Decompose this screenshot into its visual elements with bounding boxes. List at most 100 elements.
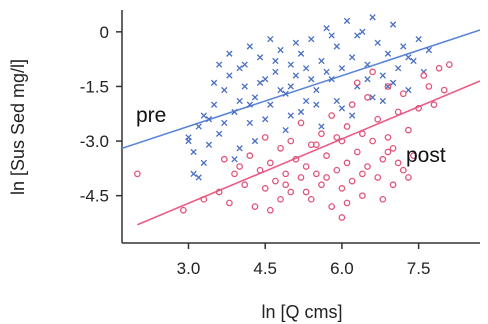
fit-line-post <box>137 80 481 226</box>
data-point-post <box>226 199 233 207</box>
data-point-post <box>297 174 305 181</box>
data-point-post <box>220 155 228 163</box>
data-point-post <box>359 170 366 178</box>
data-point-post <box>410 152 417 159</box>
data-point-post <box>369 137 376 145</box>
data-point-post <box>374 174 382 181</box>
data-point-pre <box>185 137 192 145</box>
data-point-pre <box>415 35 422 43</box>
data-point-post <box>328 203 336 210</box>
data-point-pre <box>205 116 213 123</box>
data-point-pre <box>328 76 335 83</box>
data-point-pre <box>313 86 320 94</box>
data-point-pre <box>246 119 254 127</box>
data-point-pre <box>221 86 228 94</box>
data-point-pre <box>292 39 300 46</box>
data-point-pre <box>256 79 264 86</box>
data-point-post <box>266 206 274 214</box>
data-point-pre <box>389 79 397 86</box>
data-point-post <box>277 195 284 203</box>
data-point-pre <box>195 123 202 130</box>
data-point-pre <box>343 17 351 25</box>
data-point-post <box>343 159 351 167</box>
data-point-pre <box>297 108 305 116</box>
data-point-post <box>445 61 453 68</box>
data-points <box>133 14 453 221</box>
data-point-post <box>389 181 397 189</box>
data-point-pre <box>308 76 315 83</box>
data-point-pre <box>400 43 407 50</box>
data-point-post <box>200 195 208 203</box>
data-point-pre <box>364 76 371 83</box>
data-point-pre <box>282 126 289 134</box>
data-point-post <box>333 166 341 174</box>
y-tick-label: -1.5 <box>80 77 109 96</box>
data-point-post <box>302 163 310 170</box>
data-point-post <box>246 152 254 159</box>
data-point-pre <box>287 61 294 68</box>
data-point-pre <box>354 32 361 39</box>
data-point-pre <box>226 72 233 79</box>
data-point-post <box>266 159 274 167</box>
y-tick-label: -4.5 <box>80 187 109 206</box>
data-point-pre <box>251 137 259 145</box>
data-point-pre <box>262 76 269 83</box>
data-point-pre <box>231 108 238 116</box>
data-point-post <box>180 206 187 214</box>
data-point-pre <box>267 101 274 108</box>
data-point-pre <box>231 156 238 163</box>
series-label-post: post <box>406 144 446 167</box>
data-point-pre <box>379 72 386 79</box>
data-point-post <box>405 126 412 134</box>
data-point-post <box>215 188 223 196</box>
data-point-post <box>323 174 330 181</box>
data-point-post <box>338 214 346 221</box>
data-point-pre <box>246 43 254 50</box>
data-point-pre <box>221 119 228 127</box>
data-point-pre <box>241 61 248 68</box>
data-point-pre <box>256 54 264 61</box>
data-point-pre <box>216 130 223 137</box>
data-point-pre <box>313 101 320 108</box>
data-point-post <box>379 195 387 203</box>
data-point-pre <box>200 112 207 119</box>
data-point-post <box>425 83 433 90</box>
data-point-pre <box>308 35 315 43</box>
data-point-post <box>440 86 448 94</box>
data-point-pre <box>205 141 213 148</box>
data-point-pre <box>318 123 325 130</box>
data-point-pre <box>369 14 376 21</box>
data-point-pre <box>236 65 243 72</box>
data-point-pre <box>395 65 402 72</box>
data-point-post <box>302 188 310 196</box>
data-point-pre <box>216 61 223 68</box>
data-point-pre <box>369 94 376 101</box>
data-point-post <box>277 144 284 152</box>
data-point-pre <box>277 46 284 54</box>
data-point-post <box>287 137 295 145</box>
data-point-post <box>307 195 315 203</box>
x-tick-label: 6.0 <box>330 259 354 278</box>
data-point-pre <box>333 43 340 50</box>
data-point-pre <box>348 112 356 119</box>
data-point-pre <box>379 97 386 105</box>
data-point-pre <box>405 86 412 94</box>
data-point-pre <box>272 68 279 76</box>
x-tick-label: 4.5 <box>253 259 277 278</box>
data-point-post <box>338 185 346 192</box>
data-point-pre <box>323 68 330 76</box>
data-point-post <box>384 134 392 141</box>
data-point-post <box>241 181 249 189</box>
data-point-pre <box>262 116 269 123</box>
data-point-post <box>251 203 259 210</box>
data-point-post <box>399 90 407 98</box>
data-point-post <box>359 192 366 200</box>
data-point-post <box>343 199 351 207</box>
data-point-post <box>369 68 376 76</box>
data-point-pre <box>287 83 294 90</box>
data-point-post <box>348 101 356 109</box>
data-point-pre <box>190 148 197 156</box>
data-point-post <box>287 188 295 196</box>
data-point-post <box>282 181 290 189</box>
